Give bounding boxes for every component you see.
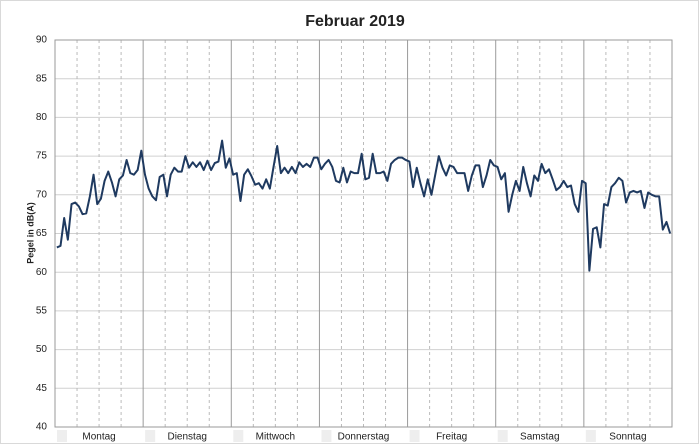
label-box xyxy=(321,430,332,442)
y-tick-label: 40 xyxy=(36,422,48,433)
data-line xyxy=(56,139,672,272)
label-box xyxy=(585,430,596,442)
y-tick-label: 45 xyxy=(36,383,48,394)
x-tick-label: Samstag xyxy=(520,432,559,443)
y-tick-label: 70 xyxy=(36,189,48,200)
x-tick-label: Donnerstag xyxy=(338,432,390,443)
chart-title: Februar 2019 xyxy=(305,13,405,30)
label-box xyxy=(57,430,67,442)
y-tick-label: 55 xyxy=(36,306,48,317)
label-box xyxy=(409,430,420,442)
label-box xyxy=(145,430,156,442)
x-tick-label: Dienstag xyxy=(167,432,206,443)
plot-border xyxy=(54,39,673,428)
x-tick-label: Montag xyxy=(82,432,115,443)
x-tick-label: Freitag xyxy=(436,432,467,443)
x-tick-label: Sonntag xyxy=(609,432,646,443)
y-tick-label: 75 xyxy=(36,151,48,162)
y-tick-label: 50 xyxy=(36,344,48,355)
y-axis-label: Pegel in dB(A) xyxy=(25,202,35,264)
y-tick-label: 60 xyxy=(36,267,48,278)
label-box xyxy=(497,430,508,442)
label-box xyxy=(233,430,244,442)
y-tick-label: 80 xyxy=(36,112,48,123)
y-tick-label: 85 xyxy=(36,73,48,84)
y-tick-label: 65 xyxy=(36,228,48,239)
x-tick-label: Mittwoch xyxy=(256,432,295,443)
y-tick-label: 90 xyxy=(36,35,48,46)
